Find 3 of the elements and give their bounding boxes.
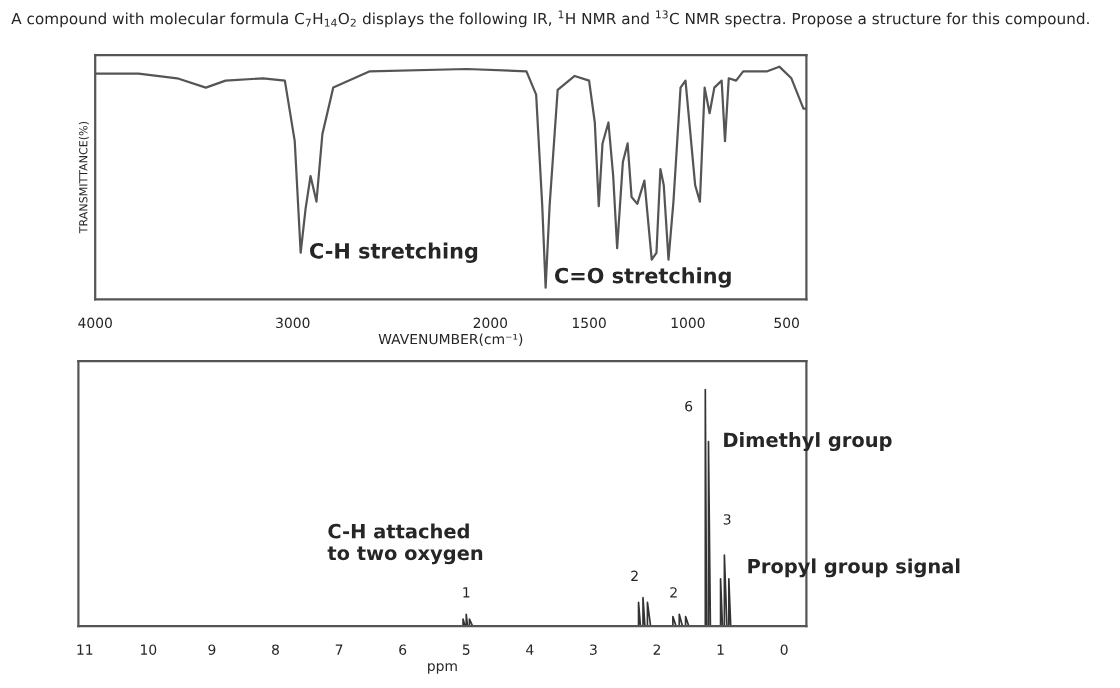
annotation: C-H attached to two oxygen <box>327 523 483 565</box>
annotation: C-H stretching <box>310 242 478 263</box>
annotation: C=O stretching <box>555 267 731 288</box>
